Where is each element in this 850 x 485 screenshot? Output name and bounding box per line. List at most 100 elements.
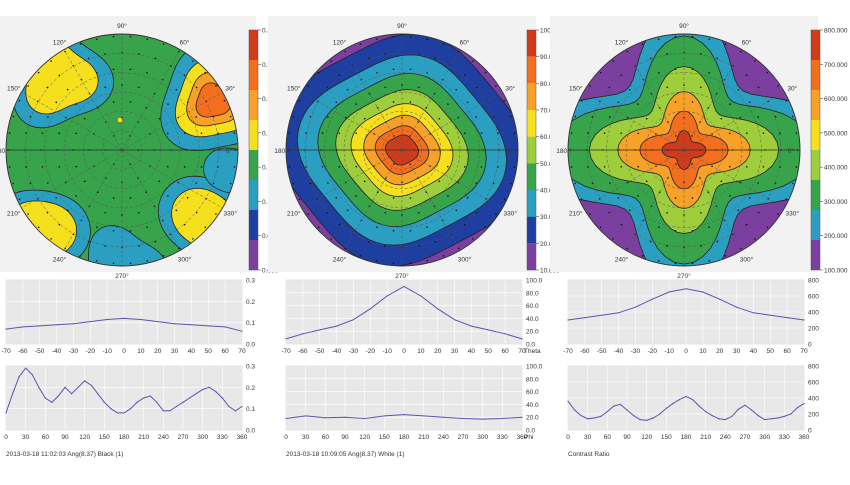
angle-label: 0° bbox=[506, 147, 513, 155]
x-tick-label: -70 bbox=[1, 348, 11, 355]
grid-spoke bbox=[683, 49, 743, 151]
profile-data-point bbox=[619, 403, 622, 405]
x-tick-label: 60 bbox=[604, 434, 612, 441]
measurement-dot bbox=[223, 99, 226, 102]
measurement-dot bbox=[666, 245, 668, 247]
profile-data-point bbox=[285, 338, 287, 340]
measurement-dot bbox=[367, 57, 370, 60]
profile-data-point bbox=[228, 405, 230, 408]
colorbar-tick-label: 100.000 bbox=[824, 268, 848, 275]
measurement-dot bbox=[757, 86, 760, 89]
grid-spoke bbox=[21, 91, 123, 151]
measurement-dot bbox=[338, 132, 341, 134]
x-tick-label: 180 bbox=[681, 434, 692, 441]
profile-data-point bbox=[195, 393, 197, 395]
measurement-dot bbox=[691, 68, 694, 71]
profile-data-point bbox=[11, 393, 14, 395]
angle-label: 60° bbox=[180, 39, 190, 47]
angle-label: 150° bbox=[569, 85, 583, 93]
x-tick-label: 60 bbox=[322, 434, 330, 441]
y-tick-label: 80.0 bbox=[526, 290, 539, 297]
measurement-dot bbox=[484, 71, 487, 74]
x-tick-label: 10 bbox=[137, 348, 145, 355]
y-tick-label: 20.0 bbox=[526, 415, 539, 422]
profile-data-point bbox=[752, 312, 755, 314]
colorbar-segment bbox=[527, 56, 536, 84]
measurement-dot bbox=[376, 226, 378, 229]
measurement-dot bbox=[41, 132, 44, 134]
measurement-dot bbox=[223, 198, 226, 201]
colorbar-segment bbox=[249, 210, 258, 240]
colorbar-segment bbox=[527, 163, 536, 190]
y-tick-label: 0 bbox=[808, 342, 812, 349]
grid-spoke bbox=[63, 149, 123, 251]
profile-chart-profile_theta: -70 -60 -50 -40 -30 -20 -10 0 10 20 30 40 50 60 70 0.3 0… bbox=[1, 278, 255, 356]
measurement-dot bbox=[344, 50, 346, 53]
measurement-dot bbox=[129, 35, 132, 38]
measurement-dot bbox=[162, 255, 165, 257]
measurement-dot bbox=[683, 84, 685, 86]
measurement-dot bbox=[447, 195, 449, 197]
measurement-dot bbox=[492, 115, 495, 118]
profile-data-point bbox=[22, 326, 24, 328]
measurement-dot bbox=[346, 209, 349, 212]
x-tick-label: 30 bbox=[451, 348, 459, 355]
x-tick-label: 270 bbox=[178, 434, 189, 441]
measurement-dot bbox=[674, 197, 677, 199]
measurement-dot bbox=[47, 116, 49, 118]
measurement-dot bbox=[762, 166, 765, 168]
measurement-dot bbox=[666, 53, 668, 55]
measurement-dot bbox=[27, 213, 29, 215]
measurement-dot bbox=[446, 132, 449, 135]
angle-label: 30° bbox=[787, 85, 797, 93]
colorbar-tick-label: 600.000 bbox=[824, 96, 848, 103]
measurement-dot bbox=[355, 165, 358, 168]
x-tick-label: 150 bbox=[99, 434, 110, 441]
profile-data-point bbox=[70, 393, 73, 395]
profile-data-point bbox=[18, 376, 20, 378]
colorbar-frame bbox=[810, 29, 821, 271]
grid-spoke bbox=[21, 149, 123, 209]
measurement-dot bbox=[229, 115, 232, 118]
angle-label: 330° bbox=[786, 210, 800, 218]
colorbar-segment bbox=[527, 243, 536, 270]
profile-data-point bbox=[38, 386, 40, 388]
x-tick-label: 330 bbox=[217, 434, 228, 441]
measurement-dot bbox=[392, 68, 395, 71]
colorbar-tick-label: 500.000 bbox=[824, 130, 848, 137]
profile-data-point bbox=[386, 295, 388, 297]
measurement-dot bbox=[335, 101, 338, 104]
measurement-dot bbox=[47, 182, 49, 184]
measurement-dot bbox=[591, 182, 594, 185]
measurement-dot bbox=[138, 211, 140, 214]
profile-data-point bbox=[169, 410, 171, 412]
colorbar-segment bbox=[249, 240, 258, 270]
measurement-dot bbox=[463, 132, 466, 134]
profile-data-point bbox=[691, 399, 694, 401]
profile-data-point bbox=[97, 393, 99, 395]
grid-spoke bbox=[683, 149, 785, 209]
y-tick-label: 60.0 bbox=[526, 303, 539, 310]
angle-label: 240° bbox=[53, 255, 67, 263]
measurement-dot bbox=[129, 229, 132, 232]
angle-label: 270° bbox=[395, 272, 409, 280]
x-tick-label: 0 bbox=[122, 348, 126, 355]
measurement-dot bbox=[475, 86, 478, 89]
measurement-dot bbox=[658, 226, 660, 229]
profile-data-point bbox=[777, 417, 779, 419]
measurement-dot bbox=[327, 182, 329, 184]
measurement-dot bbox=[37, 71, 40, 74]
profile-data-point bbox=[705, 411, 707, 413]
measurement-dot bbox=[637, 103, 639, 105]
measurement-dot bbox=[748, 101, 751, 104]
colorbar-tick-label: 300.000 bbox=[824, 199, 848, 206]
measurement-dot bbox=[657, 38, 660, 40]
profile-data-point bbox=[221, 397, 223, 399]
x-tick-label: 70 bbox=[800, 348, 808, 355]
polar-contour-chart-1: 90° 60° 30° 0° 330° 300° 270° 240° 210° 180° 150° 1… bbox=[0, 16, 279, 280]
measurement-dot bbox=[8, 166, 11, 168]
measurement-dot bbox=[166, 132, 169, 135]
measurement-dot bbox=[626, 247, 628, 250]
angle-label: 330° bbox=[224, 210, 238, 218]
measurement-dot bbox=[620, 166, 623, 168]
